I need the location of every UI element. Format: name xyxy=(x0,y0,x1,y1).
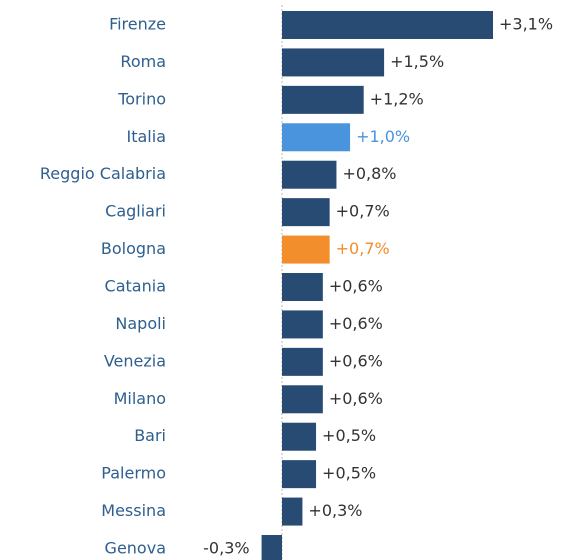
category-label: Genova xyxy=(105,539,166,558)
category-label: Torino xyxy=(117,89,166,108)
bar xyxy=(282,85,364,114)
bar xyxy=(282,497,303,526)
category-label: Roma xyxy=(120,52,166,71)
bar xyxy=(282,235,330,264)
category-label: Bari xyxy=(134,426,166,445)
bar xyxy=(282,123,351,152)
bar xyxy=(282,385,323,414)
value-label: +0,6% xyxy=(329,389,383,408)
category-label: Firenze xyxy=(109,15,166,34)
value-label: +0,7% xyxy=(336,202,390,221)
value-label: -0,3% xyxy=(203,539,249,558)
bar xyxy=(282,460,317,489)
bar xyxy=(282,273,323,301)
category-label: Napoli xyxy=(115,314,166,333)
bar xyxy=(282,11,493,39)
category-label: Cagliari xyxy=(105,202,166,221)
value-label: +1,2% xyxy=(370,89,424,108)
category-label: Venezia xyxy=(104,351,166,370)
value-label: +0,6% xyxy=(329,314,383,333)
bar xyxy=(282,347,323,376)
value-label: +0,5% xyxy=(322,426,376,445)
value-label: +0,3% xyxy=(308,501,362,520)
value-label: +3,1% xyxy=(499,15,553,34)
category-label: Italia xyxy=(127,127,167,146)
category-label: Palermo xyxy=(101,464,166,483)
value-label: +1,5% xyxy=(390,52,444,71)
value-label: +0,5% xyxy=(322,464,376,483)
category-label: Reggio Calabria xyxy=(40,164,166,183)
value-label: +0,8% xyxy=(342,164,396,183)
category-label: Messina xyxy=(101,501,166,520)
bar xyxy=(261,535,282,560)
bar xyxy=(282,422,317,451)
value-label: +0,6% xyxy=(329,351,383,370)
value-label: +0,6% xyxy=(329,277,383,296)
bar xyxy=(282,160,337,189)
value-label: +1,0% xyxy=(356,127,410,146)
bar xyxy=(282,48,385,77)
category-label: Bologna xyxy=(101,239,166,258)
bar xyxy=(282,198,330,227)
category-label: Milano xyxy=(114,389,166,408)
category-label: Catania xyxy=(105,277,166,296)
bar xyxy=(282,310,323,339)
value-label: +0,7% xyxy=(336,239,390,258)
